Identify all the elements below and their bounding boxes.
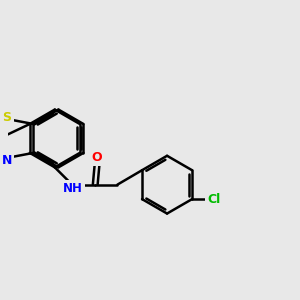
Text: S: S [2, 111, 11, 124]
Text: N: N [2, 154, 12, 166]
Text: NH: NH [63, 182, 83, 195]
Text: Cl: Cl [208, 193, 221, 206]
Text: O: O [92, 151, 103, 164]
